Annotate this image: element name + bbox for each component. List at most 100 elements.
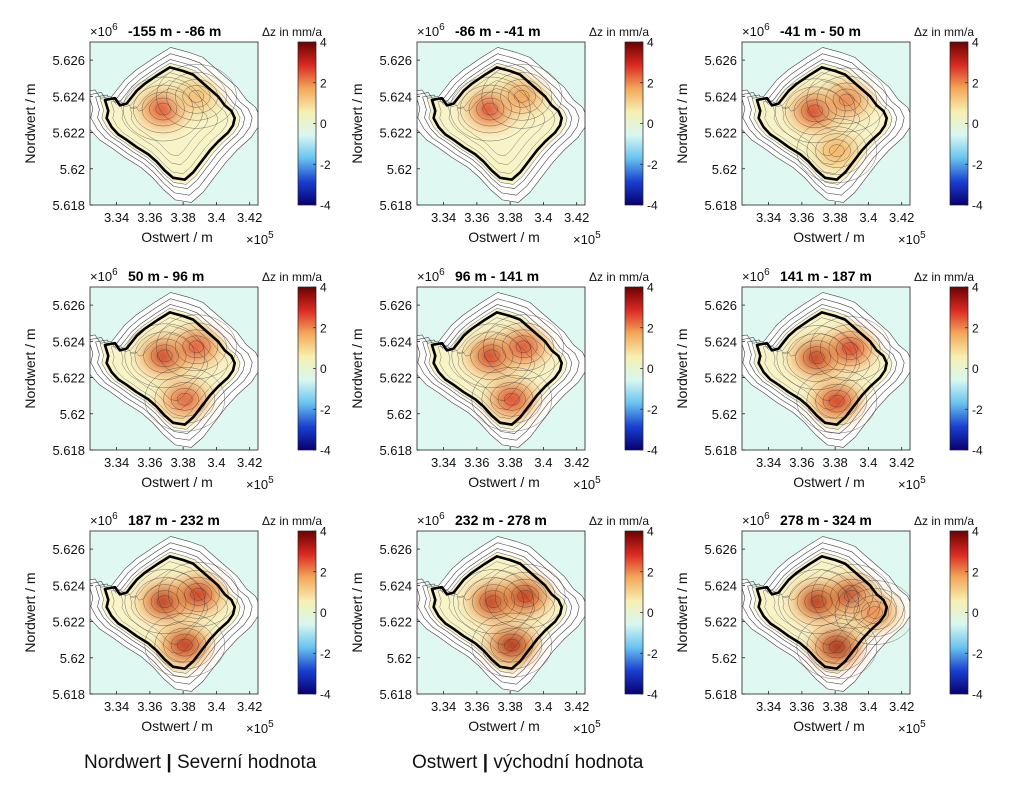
hotspot-core [169,387,200,412]
y-axis-label: Nordwert / m [674,572,690,652]
field-contour [762,561,881,663]
x-exponent: ×105 [246,719,274,736]
x-exponent-power: 5 [595,230,601,241]
y-tick-label: 5.624 [704,89,737,104]
contour-ring [124,323,206,389]
y-tick-label: 5.62 [60,651,85,666]
axes-frame [416,286,586,451]
colorbar-tick-label: 4 [647,525,654,539]
x-exponent-power: 5 [268,719,274,730]
contour-ring [802,346,831,369]
x-tick-label: 3.34 [431,210,456,225]
contour-ring [157,349,173,363]
outer-contour [90,298,253,441]
y-exponent-power: 6 [439,22,445,33]
axes-frame [741,530,911,695]
contour-ring [504,638,520,652]
colorbar-tick-label: 2 [647,565,654,579]
y-axis-label: Nordwert / m [349,572,365,652]
outer-contour [417,542,580,685]
y-tick-label: 5.618 [52,443,85,458]
contour-ring [834,580,910,645]
y-tick-label: 5.62 [60,407,85,422]
colorbar-tick-label: -4 [647,688,658,702]
field-contour [129,333,209,401]
axes-frame [89,41,259,206]
contour-ring [844,588,906,637]
panel-title: -86 m - -41 m [455,23,541,39]
contour-ring [822,139,851,162]
panel-plot-area [417,47,585,203]
contour-ring [470,338,514,374]
y-tick-label: 5.622 [379,371,412,386]
x-axis-label: Ostwert / m [141,718,213,734]
colorbar-tick-label: -2 [320,158,331,172]
hotspot-core [821,138,852,163]
hotspot-core [510,584,541,609]
field-contour [120,80,219,165]
colorbar-title: Δz in mm/a [914,270,974,284]
colorbar-tick-label: 2 [972,565,979,579]
x-tick-label: 3.38 [170,699,195,714]
y-tick-label: 5.622 [379,126,412,141]
contour-ring [182,335,211,358]
contour-ring [806,126,868,175]
y-tick-label: 5.622 [704,126,737,141]
y-tick-label: 5.626 [379,542,412,557]
contour-ring [451,323,533,389]
y-exponent: ×106 [90,267,118,284]
colorbar-title: Δz in mm/a [589,270,649,284]
contour-ring [807,104,823,118]
y-exponent-base: ×10 [90,269,112,284]
x-exponent-base: ×10 [573,721,595,736]
contour-ring [828,331,872,366]
y-tick-label: 5.626 [52,298,85,313]
contour-ring [483,314,564,379]
colorbar-tick-label: 4 [647,36,654,50]
x-tick-label: 3.42 [237,455,262,470]
y-exponent-base: ×10 [742,513,764,528]
panel-title: 50 m - 96 m [128,268,204,284]
colorbar-tick-label: 4 [320,36,327,50]
colorbar-title: Δz in mm/a [589,514,649,528]
panel-plot-area [742,292,910,448]
contour-ring [796,614,878,680]
colorbar-tick-label: -4 [320,199,331,213]
panel-7: 3.34 3.36 3.38 3.4 3.42 5.626 5.624 5.622 5.62 5.… [22,511,331,736]
colorbar-tick-label: -4 [972,199,983,213]
contour-ring [793,93,837,129]
x-tick-label: 3.38 [170,210,195,225]
colorbar-tick-label: -2 [972,403,983,417]
outer-contour [422,304,573,434]
y-exponent-base: ×10 [417,269,439,284]
hotspot-core [506,84,537,109]
outer-contour [417,53,580,196]
x-tick-label: 3.42 [889,210,914,225]
contour-ring [829,144,845,157]
y-tick-label: 5.626 [704,542,737,557]
outer-contour [422,548,573,678]
panel-plot-area [742,47,910,203]
contour-ring [801,99,830,123]
contour-ring [132,84,194,134]
x-tick-label: 3.34 [756,210,781,225]
field-contour [447,80,546,165]
contour-ring [497,633,526,657]
contour-ring [774,78,856,144]
contour-ring [188,90,205,103]
contour-ring [463,577,524,626]
hotspot-core [821,634,852,659]
panel-title: 187 m - 232 m [128,512,220,528]
contour-ring [157,562,239,627]
colorbar-tick-label: -2 [647,403,658,417]
y-tick-label: 5.624 [379,578,412,593]
field-contour [437,317,556,419]
x-tick-label: 3.34 [104,455,129,470]
colorbar-tick-label: 0 [647,606,654,620]
x-exponent-power: 5 [920,230,926,241]
axes-frame [416,530,586,695]
colorbar-title: Δz in mm/a [262,514,322,528]
hotspot-core [821,389,852,414]
x-tick-label: 3.42 [889,455,914,470]
